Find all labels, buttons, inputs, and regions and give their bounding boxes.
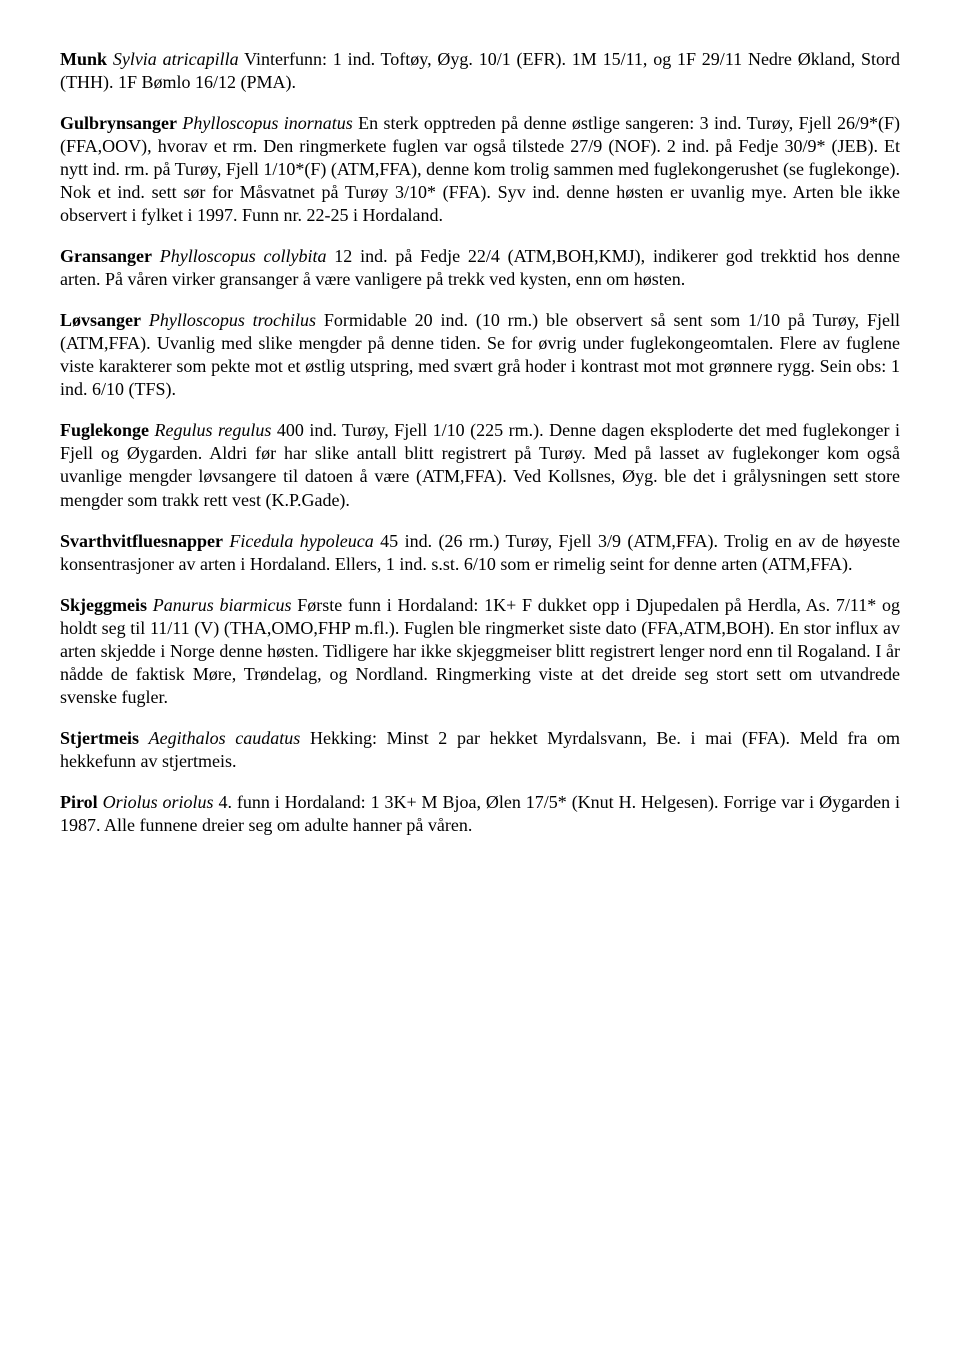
species-latin-name: Phylloscopus collybita: [160, 246, 327, 266]
species-latin-name: Sylvia atricapilla: [113, 49, 239, 69]
species-common-name: Fuglekonge: [60, 420, 149, 440]
species-latin-name: Ficedula hypoleuca: [229, 531, 373, 551]
document-body: Munk Sylvia atricapilla Vinterfunn: 1 in…: [60, 48, 900, 837]
species-entry: Gransanger Phylloscopus collybita 12 ind…: [60, 245, 900, 291]
species-entry: Stjertmeis Aegithalos caudatus Hekking: …: [60, 727, 900, 773]
species-entry: Gulbrynsanger Phylloscopus inornatus En …: [60, 112, 900, 227]
species-common-name: Stjertmeis: [60, 728, 139, 748]
species-common-name: Løvsanger: [60, 310, 141, 330]
species-entry: Pirol Oriolus oriolus 4. funn i Hordalan…: [60, 791, 900, 837]
species-latin-name: Aegithalos caudatus: [149, 728, 301, 748]
species-common-name: Gulbrynsanger: [60, 113, 177, 133]
species-latin-name: Panurus biarmicus: [153, 595, 292, 615]
species-latin-name: Phylloscopus trochilus: [149, 310, 316, 330]
species-common-name: Gransanger: [60, 246, 152, 266]
species-entry: Svarthvitfluesnapper Ficedula hypoleuca …: [60, 530, 900, 576]
species-latin-name: Oriolus oriolus: [103, 792, 214, 812]
species-common-name: Munk: [60, 49, 107, 69]
species-latin-name: Regulus regulus: [155, 420, 272, 440]
species-common-name: Svarthvitfluesnapper: [60, 531, 223, 551]
species-common-name: Skjeggmeis: [60, 595, 147, 615]
species-common-name: Pirol: [60, 792, 98, 812]
species-entry: Munk Sylvia atricapilla Vinterfunn: 1 in…: [60, 48, 900, 94]
species-entry: Løvsanger Phylloscopus trochilus Formida…: [60, 309, 900, 401]
species-entry: Skjeggmeis Panurus biarmicus Første funn…: [60, 594, 900, 709]
species-entry: Fuglekonge Regulus regulus 400 ind. Turø…: [60, 419, 900, 511]
species-latin-name: Phylloscopus inornatus: [182, 113, 352, 133]
